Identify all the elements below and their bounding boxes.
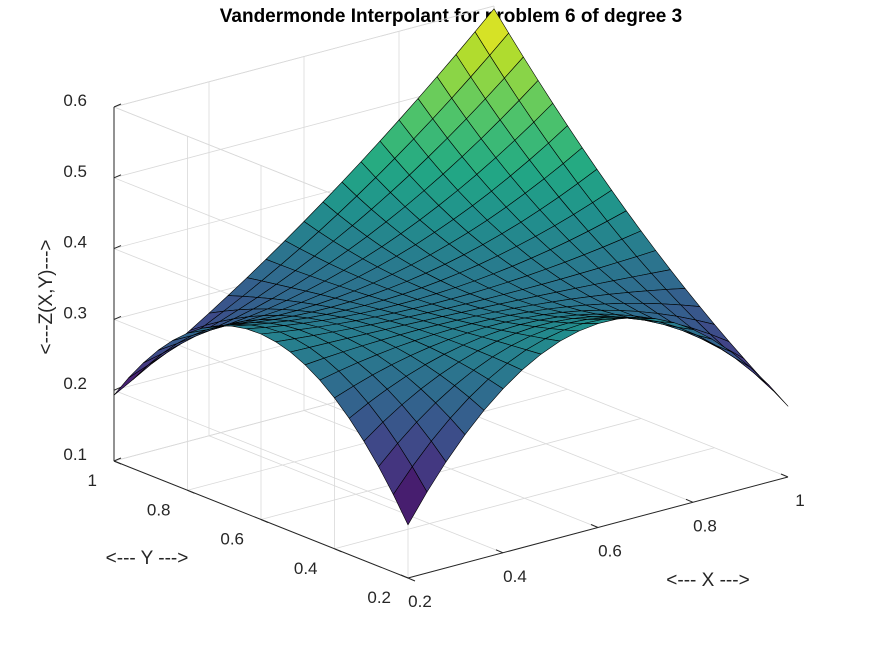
z-tick-label: 0.5	[63, 162, 87, 181]
x-tick-label: 0.8	[693, 516, 717, 535]
z-tick-label: 0.4	[63, 233, 87, 252]
z-tick-mark	[113, 315, 122, 320]
y-axis-label: <--- Y --->	[106, 548, 189, 569]
y-tick-mark	[407, 577, 416, 582]
surface-face	[132, 352, 167, 380]
x-tick-mark	[780, 473, 789, 478]
x-tick-mark	[590, 524, 599, 528]
z-tick-label: 0.1	[63, 445, 87, 464]
axis-lines	[113, 103, 789, 582]
x-tick-label: 0.4	[503, 567, 527, 586]
x-tick-label: 1	[795, 491, 804, 510]
surface-face	[113, 365, 148, 396]
y-tick-label: 0.2	[367, 588, 391, 607]
floor-grid-line	[334, 447, 715, 550]
x-tick-mark	[495, 549, 504, 554]
z-axis-label: <---Z(X,Y)--->	[36, 239, 57, 354]
surface-face	[392, 466, 428, 526]
box-edge	[113, 5, 495, 108]
tick-labels: 0.20.40.60.810.20.40.60.810.10.20.30.40.…	[63, 91, 804, 611]
y-tick-label: 1	[88, 471, 97, 490]
z-tick-label: 0.3	[63, 303, 87, 322]
z-tick-mark	[113, 245, 122, 250]
y-tick-label: 0.4	[294, 559, 318, 578]
y-tick-label: 0.6	[220, 530, 244, 549]
x-tick-mark	[400, 574, 409, 579]
z-tick-label: 0.6	[63, 91, 87, 110]
left-wall-grid-line	[113, 389, 409, 508]
y-tick-mark	[334, 548, 342, 553]
z-tick-mark	[113, 386, 122, 391]
surface-face	[753, 372, 789, 407]
x-axis-label: <--- X --->	[666, 570, 749, 591]
y-tick-mark	[260, 519, 269, 523]
y-tick-label: 0.8	[147, 500, 171, 519]
surface-face	[128, 353, 163, 379]
z-tick-mark	[113, 457, 122, 462]
floor-grid-line	[260, 418, 642, 520]
surface-face	[734, 357, 770, 386]
x-tick-label: 0.2	[408, 592, 432, 611]
x-tick-label: 0.6	[598, 542, 622, 561]
y-tick-mark	[187, 489, 195, 494]
surface-face	[143, 343, 178, 364]
z-tick-label: 0.2	[63, 374, 87, 393]
surface-mesh	[113, 8, 789, 526]
x-tick-mark	[685, 498, 694, 503]
z-tick-mark	[113, 174, 122, 179]
y-tick-mark	[113, 460, 122, 465]
z-tick-mark	[113, 103, 122, 108]
chart-title: Vandermonde Interpolant for problem 6 of…	[220, 6, 682, 27]
